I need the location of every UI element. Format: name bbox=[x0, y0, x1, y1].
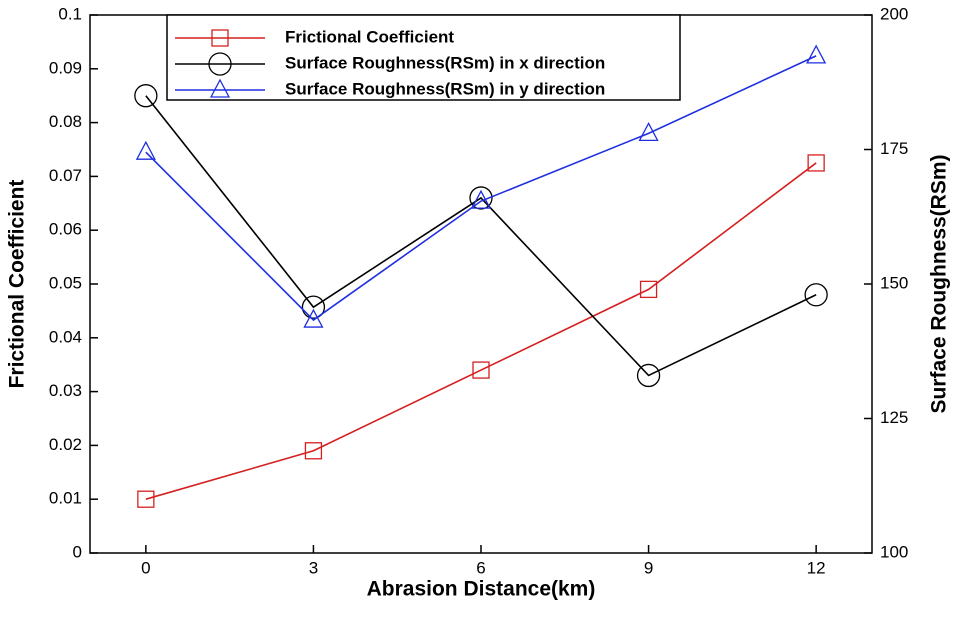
marker-square bbox=[639, 280, 658, 299]
x-tick-label: 6 bbox=[476, 558, 485, 577]
y2-tick-label: 100 bbox=[880, 542, 908, 561]
y-tick-label: 0.07 bbox=[49, 166, 82, 185]
marker-circle bbox=[208, 52, 232, 76]
x-tick-label: 0 bbox=[141, 558, 150, 577]
marker-triangle bbox=[638, 121, 659, 142]
marker-circle bbox=[804, 283, 828, 307]
marker-square bbox=[807, 154, 825, 172]
legend-label: Surface Roughness(RSm) in x direction bbox=[285, 53, 605, 72]
legend-box bbox=[166, 14, 681, 101]
marker-circle bbox=[636, 363, 661, 388]
y-tick-label: 0.02 bbox=[49, 435, 82, 454]
y2-tick-label: 175 bbox=[880, 139, 908, 158]
marker-square bbox=[304, 442, 323, 460]
y-tick-label: 0.09 bbox=[49, 58, 82, 77]
marker-circle bbox=[469, 186, 493, 210]
marker-square bbox=[137, 490, 155, 508]
y-tick-label: 0.04 bbox=[49, 327, 82, 346]
y2-tick-label: 200 bbox=[880, 4, 908, 23]
marker-triangle bbox=[806, 44, 827, 64]
marker-circle bbox=[134, 84, 158, 108]
y-tick-label: 0.1 bbox=[58, 4, 82, 23]
x-tick-label: 3 bbox=[309, 558, 318, 577]
marker-triangle bbox=[135, 140, 156, 160]
marker-triangle bbox=[209, 78, 231, 98]
y-tick-label: 0.08 bbox=[49, 112, 82, 131]
legend-label: Surface Roughness(RSm) in y direction bbox=[285, 79, 605, 98]
x-tick-label: 9 bbox=[644, 558, 653, 577]
y2-tick-label: 150 bbox=[880, 273, 908, 292]
legend-label: Frictional Coefficient bbox=[285, 27, 454, 46]
series-line bbox=[145, 95, 817, 377]
marker-triangle bbox=[470, 189, 492, 209]
marker-circle bbox=[301, 295, 326, 319]
marker-triangle bbox=[303, 308, 324, 328]
marker-square bbox=[472, 361, 490, 379]
series-line bbox=[145, 55, 817, 322]
y2-tick-label: 125 bbox=[880, 408, 908, 427]
series-line bbox=[145, 162, 817, 500]
y-tick-label: 0.01 bbox=[49, 489, 82, 508]
x-tick-label: 12 bbox=[807, 558, 826, 577]
x-axis-title: Abrasion Distance(km) bbox=[367, 578, 596, 601]
y-axis-title: Frictional Coefficient bbox=[6, 180, 29, 389]
marker-square bbox=[211, 29, 229, 47]
y-tick-label: 0.03 bbox=[49, 381, 82, 400]
y-tick-label: 0.06 bbox=[49, 220, 82, 239]
y-tick-label: 0 bbox=[73, 542, 82, 561]
y-tick-label: 0.05 bbox=[49, 273, 82, 292]
y2-axis-title: Surface Roughness(RSm) bbox=[928, 154, 951, 413]
